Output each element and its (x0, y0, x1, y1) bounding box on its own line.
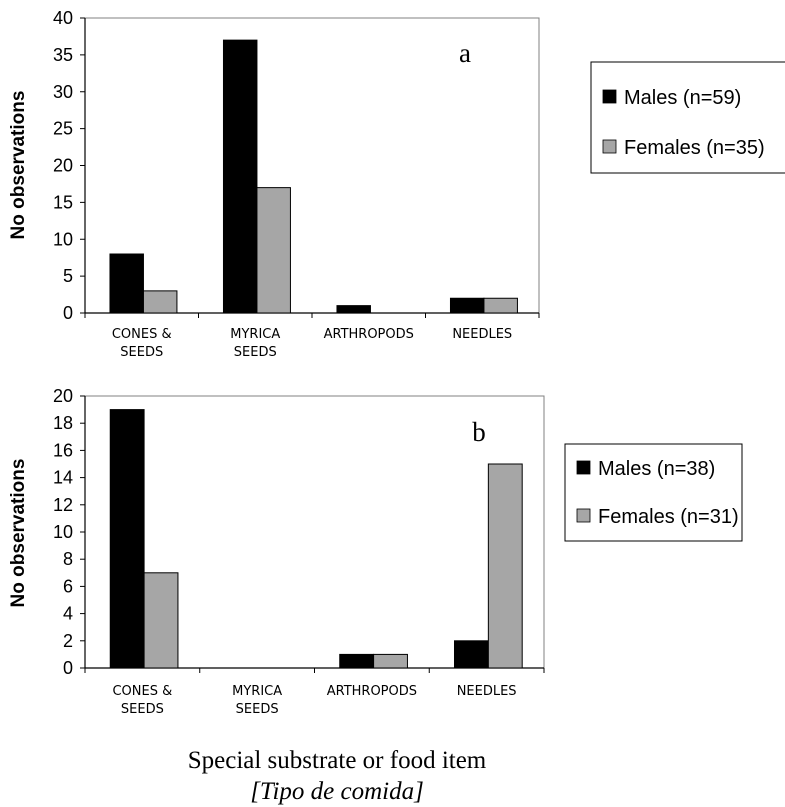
y-tick-label: 2 (63, 631, 73, 651)
y-axis-label: No observations (8, 459, 29, 608)
y-tick-label: 18 (53, 413, 73, 433)
y-tick-label: 12 (53, 495, 73, 515)
category-label: ARTHROPODS (324, 327, 414, 342)
y-tick-label: 14 (53, 468, 73, 488)
bar (256, 187, 291, 314)
y-tick-label: 16 (53, 440, 73, 460)
legend-swatch (602, 139, 617, 154)
category-label: ARTHROPODS (327, 684, 417, 699)
legend-label: Females (n=35) (624, 137, 765, 159)
legend-box (564, 443, 743, 542)
category-label: SEEDS (120, 345, 163, 360)
category-label: NEEDLES (457, 684, 517, 699)
bar (109, 409, 145, 669)
category-label: MYRICA (230, 327, 280, 342)
y-tick-label: 20 (53, 156, 73, 176)
category-label: CONES & (112, 684, 172, 699)
bar (339, 653, 375, 669)
bar (109, 253, 144, 314)
category-label: SEEDS (236, 702, 279, 717)
y-tick-label: 35 (53, 45, 73, 65)
panel-label: a (459, 38, 471, 68)
x-axis-subtitle: [Tipo de comida] (250, 778, 424, 805)
category-label: MYRICA (232, 684, 282, 699)
y-tick-label: 6 (63, 576, 73, 596)
bar (142, 290, 178, 314)
legend-swatch (576, 460, 591, 475)
y-tick-label: 0 (63, 303, 73, 323)
category-label: NEEDLES (452, 327, 512, 342)
legend-box (590, 61, 785, 174)
chart-panel-b: 0 2 4 6 8 10 12 14 16 18 20 No observations CONES & S… (8, 386, 743, 717)
y-tick-label: 25 (53, 119, 73, 139)
bar (143, 572, 179, 669)
bar (373, 653, 408, 669)
panel-label: b (472, 417, 486, 447)
legend-label: Males (n=38) (598, 458, 715, 480)
bar (483, 297, 518, 314)
bar (487, 463, 523, 669)
bar (453, 640, 489, 669)
legend-swatch (576, 508, 591, 523)
category-label: SEEDS (234, 345, 277, 360)
chart-panel-a: 0 5 10 15 20 25 30 35 40 No observations CONES & SE… (8, 8, 785, 360)
legend: Males (n=38) Females (n=31) (564, 443, 743, 542)
legend-label: Females (n=31) (598, 506, 739, 528)
y-tick-label: 0 (63, 658, 73, 678)
bar (222, 39, 258, 314)
y-tick-label: 5 (63, 266, 73, 286)
y-tick-label: 15 (53, 192, 73, 212)
y-tick-label: 40 (53, 8, 73, 28)
y-axis-label: No observations (8, 91, 29, 240)
y-tick-label: 4 (63, 604, 73, 624)
legend: Males (n=59) Females (n=35) (590, 61, 785, 174)
category-label: CONES & (112, 327, 172, 342)
category-label: SEEDS (121, 702, 164, 717)
legend-swatch (602, 89, 617, 104)
y-tick-label: 10 (53, 229, 73, 249)
y-tick-label: 30 (53, 82, 73, 102)
y-tick-label: 10 (53, 522, 73, 542)
bar (336, 305, 371, 314)
y-tick-label: 20 (53, 386, 73, 406)
x-axis-title: Special substrate or food item (188, 747, 487, 774)
y-tick-label: 8 (63, 549, 73, 569)
bar (449, 297, 485, 314)
legend-label: Males (n=59) (624, 87, 741, 109)
